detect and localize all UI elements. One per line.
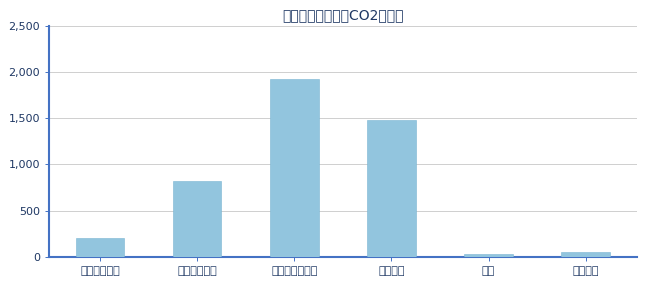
Bar xyxy=(367,120,415,257)
Title: 貨物輸送機関別のCO2排出量: 貨物輸送機関別のCO2排出量 xyxy=(282,8,404,22)
Bar xyxy=(464,254,513,257)
Bar xyxy=(561,252,610,257)
Bar xyxy=(270,79,319,257)
Bar xyxy=(173,181,221,257)
Bar xyxy=(75,238,124,257)
